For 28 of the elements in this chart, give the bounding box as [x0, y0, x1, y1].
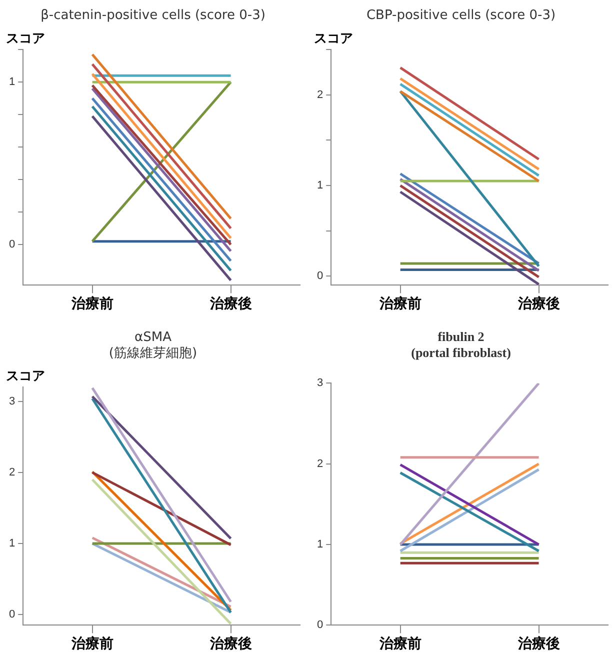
y-tick-label: 2 [316, 88, 324, 101]
x-tick-label: 治療前 [70, 635, 114, 652]
x-tick-label: 治療後 [208, 295, 252, 312]
x-tick-label: 治療後 [516, 635, 560, 652]
chart-title: αSMA (筋線維芽細胞) [108, 330, 198, 361]
y-tick-label: 3 [8, 395, 16, 408]
x-tick-label: 治療後 [516, 295, 560, 312]
chart-title: fibulin 2 (portal fibroblast) [411, 329, 511, 360]
x-tick-label: 治療前 [378, 635, 422, 652]
x-tick-label: 治療後 [208, 635, 252, 652]
y-tick-label: 1 [8, 76, 16, 88]
y-tick-label: 3 [316, 377, 324, 390]
y-tick-label: 0 [316, 619, 324, 632]
y-tick-label: 2 [8, 466, 16, 478]
chart-title: β-catenin-positive cells (score 0-3) [40, 8, 266, 24]
y-axis-title: スコア [6, 31, 45, 46]
y-tick-label: 0 [316, 270, 324, 282]
y-tick-label: 1 [316, 538, 324, 551]
y-axis-title: スコア [314, 31, 353, 46]
chart-title: CBP-positive cells (score 0-3) [366, 8, 556, 24]
y-tick-label: 0 [8, 608, 16, 621]
y-tick-label: 0 [8, 238, 16, 251]
y-tick-label: 1 [316, 180, 324, 192]
y-axis-title: スコア [6, 369, 45, 384]
y-tick-label: 1 [8, 538, 16, 550]
x-tick-label: 治療前 [378, 295, 422, 312]
y-tick-label: 2 [316, 458, 324, 470]
x-tick-label: 治療前 [70, 295, 114, 312]
